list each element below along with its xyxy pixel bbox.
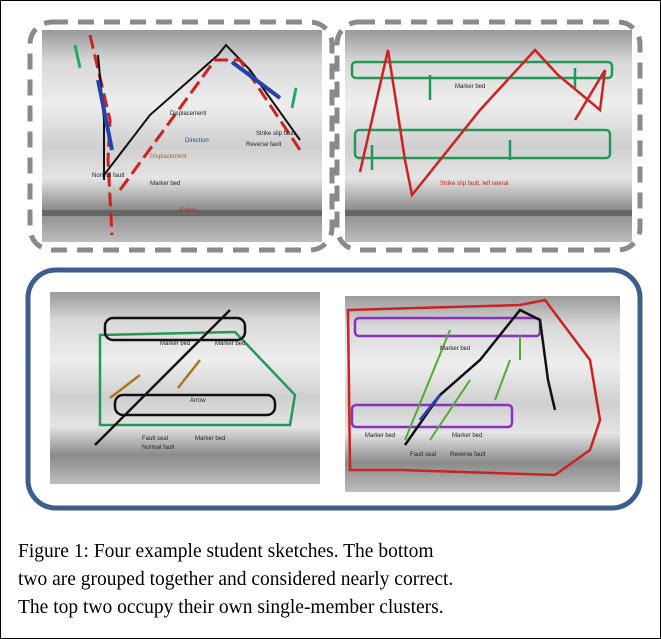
sketch-label: Fault seal [410,452,436,458]
caption-line: two are grouped together and considered … [18,569,453,590]
sketch-label: Strike slip fault, left lateral [440,181,508,187]
photo [42,30,322,242]
sketch-bed [113,393,277,417]
sketch-arrow [96,60,282,151]
caption-line: Figure 1: Four example student sketches.… [18,541,434,562]
sketch-label: Marker bed [215,341,245,347]
sketch-arrow [418,394,442,421]
photo-band [345,210,632,216]
sketch-line [358,48,607,198]
sketch-label: Displacement [170,111,207,117]
sketch-outline [346,298,602,477]
sketch-bed [103,316,247,342]
photo [50,292,320,484]
sketch-label: Reverse fault [246,142,282,148]
sketch-line [118,58,302,191]
sketch: Displacement Direction Displacement Norm… [42,30,322,242]
sketch: Marker bed Marker bed Arrow Fault seal M… [50,292,320,484]
sketch-label: Direction [185,138,209,144]
caption-line: The top two occupy their own single-memb… [18,597,444,618]
sketch-label: Marker bed [455,84,485,90]
cluster-box [27,19,335,253]
sketch-label: Normal fault [142,445,175,451]
sketch: Marker bed Marker bed Marker bed Fault s… [345,296,620,492]
sketch-arrow [109,359,201,399]
sketch-mark [73,44,298,109]
cluster-box [25,267,643,511]
photo-band [42,210,322,216]
sketch-label: Strike slip fault [256,131,295,137]
sketch-label: Normal fault [92,173,125,179]
sketch-label: Marker bed [160,341,190,347]
sketch-outline [98,330,297,427]
sketch-label: Displacement [150,154,187,160]
sketch-label: Fallen [180,208,196,214]
sketch-label: Marker bed [452,433,482,439]
sketch-label: Marker bed [365,433,395,439]
sketch-bed [350,60,614,80]
sketch-label: Fault seal [142,436,168,442]
sketch-label: Marker bed [150,181,180,187]
sketch-line [404,329,521,441]
sketch-label: Marker bed [195,436,225,442]
sketch-bed [353,128,612,160]
sketch-line [94,309,231,446]
sketch-label: Arrow [190,398,206,404]
sketch-label: Marker bed [440,346,470,352]
sketch-arrow [370,68,577,170]
sketch-label: Reverse fault [450,452,486,458]
sketch: Marker bed Strike slip fault, left later… [345,30,632,242]
photo [345,296,620,492]
photo [345,30,632,242]
cluster-box [334,19,643,253]
